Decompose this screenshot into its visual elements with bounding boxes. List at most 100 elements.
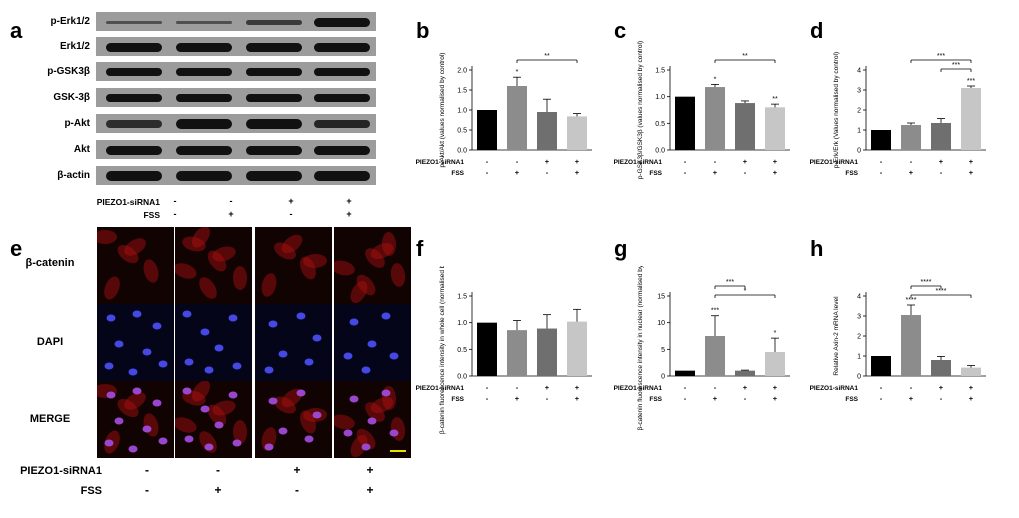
y-tick-label: 0	[857, 148, 861, 155]
cond-sign-piezo: -	[684, 157, 687, 166]
blot-band	[314, 42, 370, 52]
panel-letter-c: c	[614, 18, 627, 43]
bar	[705, 336, 725, 376]
cond-sign-piezo: +	[773, 383, 778, 392]
cond-sign-piezo: -	[880, 383, 883, 392]
cond-label-fss: FSS	[649, 170, 662, 177]
micro-image	[173, 226, 252, 304]
cond-sign-piezo: +	[773, 157, 778, 166]
blot-sign-fss: +	[228, 209, 234, 219]
bar	[675, 370, 695, 376]
cond-label-fss: FSS	[649, 396, 662, 403]
blot-cond-label-fss: FSS	[143, 210, 160, 220]
cond-sign-piezo: -	[880, 157, 883, 166]
cond-sign-fss: -	[880, 394, 883, 403]
chart-c: p-GSK3β/GSK3β (values normalised by cont…	[606, 40, 802, 220]
y-axis-label: β-catenin fluorescence intensity in whol…	[439, 266, 446, 434]
cond-sign-fss: -	[684, 394, 687, 403]
blot-band	[314, 171, 370, 181]
y-axis-label: Relative Axin-2 mRNA level	[833, 296, 840, 376]
blot-label: p-GSK3β	[47, 66, 90, 77]
bar	[507, 86, 527, 150]
y-tick-label: 1.5	[457, 88, 467, 95]
panel-letter-f: f	[416, 236, 424, 261]
y-tick-label: 1.0	[655, 94, 665, 101]
micro-image	[331, 381, 411, 458]
bracket-label: ***	[726, 279, 734, 286]
bar	[507, 330, 527, 376]
y-tick-label: 0.0	[655, 148, 665, 155]
blot-band	[106, 94, 162, 102]
cond-sign-fss: +	[575, 394, 580, 403]
cond-sign-piezo: +	[939, 383, 944, 392]
cond-sign-fss: +	[909, 394, 914, 403]
cond-sign-piezo: -	[910, 383, 913, 392]
blot-strip	[96, 12, 376, 31]
cond-label-piezo: PIEZO1-siRNA1	[614, 385, 663, 392]
cond-sign-fss: +	[515, 394, 520, 403]
blot-strip	[96, 37, 376, 56]
y-tick-label: 4	[857, 294, 861, 301]
bar	[901, 125, 921, 150]
cond-sign-fss: -	[744, 394, 747, 403]
micro-row-label: MERGE	[29, 413, 71, 425]
micro-sign-piezo: +	[293, 463, 301, 477]
micro-cond-label-fss: FSS	[80, 485, 102, 497]
bar	[537, 112, 557, 150]
cond-sign-fss: -	[940, 394, 943, 403]
blot-band	[106, 42, 162, 52]
cond-sign-fss: -	[684, 168, 687, 177]
y-tick-label: 1.0	[457, 108, 467, 115]
micro-image	[175, 304, 252, 381]
blot-band	[176, 119, 232, 129]
blot-label: Akt	[73, 144, 90, 155]
bar	[961, 367, 981, 376]
bar	[735, 370, 755, 376]
blot-label: p-Erk1/2	[50, 16, 90, 27]
cond-sign-fss: -	[546, 168, 549, 177]
significance-label: ***	[711, 308, 719, 315]
cond-sign-fss: +	[515, 168, 520, 177]
bracket-label: **	[742, 53, 748, 60]
micro-cond-label-piezo: PIEZO1-siRNA1	[20, 465, 102, 477]
cond-sign-piezo: -	[714, 383, 717, 392]
blot-sign-fss: -	[289, 209, 293, 219]
micro-image	[334, 304, 411, 381]
bar	[961, 88, 981, 150]
bar	[477, 322, 497, 376]
bracket-label: ***	[952, 62, 960, 69]
micro-image	[255, 381, 332, 458]
cond-sign-piezo: -	[516, 157, 519, 166]
cond-label-piezo: PIEZO1-siRNA1	[810, 159, 859, 166]
micro-image	[173, 380, 252, 458]
blot-band	[314, 94, 370, 102]
micro-image	[93, 381, 174, 458]
cond-sign-fss: +	[909, 168, 914, 177]
significance-label: **	[772, 96, 778, 103]
cond-label-piezo: PIEZO1-siRNA1	[810, 385, 859, 392]
y-tick-label: 0	[857, 374, 861, 381]
cond-label-fss: FSS	[845, 170, 858, 177]
y-tick-label: 3	[857, 314, 861, 321]
bar	[735, 103, 755, 150]
blot-band	[176, 171, 232, 181]
y-tick-label: 1.0	[457, 320, 467, 327]
blot-band	[246, 94, 302, 102]
panel-letter-a: a	[10, 18, 23, 43]
bar	[705, 87, 725, 150]
cond-sign-piezo: +	[545, 157, 550, 166]
cond-sign-piezo: -	[516, 383, 519, 392]
micro-image	[93, 227, 174, 304]
cond-sign-piezo: -	[486, 383, 489, 392]
cond-sign-piezo: +	[575, 383, 580, 392]
cond-sign-piezo: +	[743, 157, 748, 166]
blot-label: Erk1/2	[59, 41, 90, 52]
y-tick-label: 2.0	[457, 68, 467, 75]
cond-sign-piezo: +	[969, 383, 974, 392]
cond-sign-fss: -	[880, 168, 883, 177]
cond-sign-piezo: +	[575, 157, 580, 166]
y-tick-label: 0.0	[457, 374, 467, 381]
micro-sign-fss: -	[145, 483, 149, 497]
micro-sign-fss: +	[366, 483, 374, 497]
bar	[537, 328, 557, 376]
